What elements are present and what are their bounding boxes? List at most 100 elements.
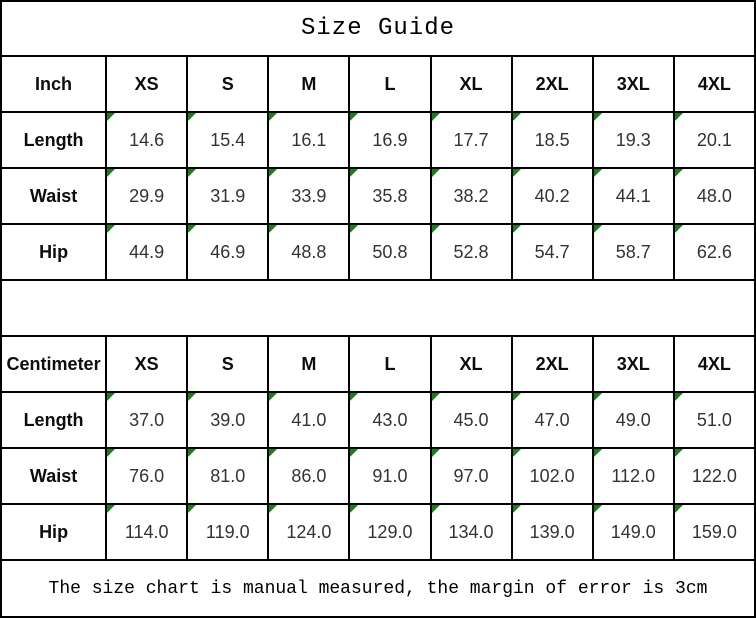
size-value-cell: 45.0 [429,391,513,449]
size-value: 62.6 [696,241,732,262]
size-value-cell: 102.0 [510,447,594,505]
size-value: 33.9 [291,185,327,206]
size-value: 39.0 [210,409,246,430]
size-value-cell: 19.3 [591,111,675,169]
inch-length-row: Length 14.6 15.4 16.1 16.9 17.7 18.5 19.… [0,111,756,169]
size-value-cell: 139.0 [510,503,594,561]
size-value: 48.0 [696,185,732,206]
size-value-cell: 33.9 [267,167,351,225]
cell-corner-marker [432,394,440,401]
size-value: 129.0 [367,521,413,542]
size-value: 122.0 [691,465,737,486]
unit-header-inch: Inch [0,55,108,113]
size-value-cell: 20.1 [672,111,756,169]
cell-corner-marker [270,394,278,401]
inch-hip-row: Hip 44.9 46.9 48.8 50.8 52.8 54.7 58.7 6… [0,223,756,281]
size-value: 76.0 [129,465,165,486]
cell-corner-marker [108,226,116,233]
size-value-cell: 44.1 [591,167,675,225]
cell-corner-marker [513,226,521,233]
size-value: 97.0 [453,465,489,486]
cell-corner-marker [675,450,683,457]
size-value: 29.9 [129,185,165,206]
size-header-3xl: 3XL [591,335,675,393]
cell-corner-marker [513,394,521,401]
cell-corner-marker [270,170,278,177]
cell-corner-marker [675,226,683,233]
row-label-length: Length [0,391,108,449]
size-value-cell: 46.9 [186,223,270,281]
size-value: 35.8 [372,185,408,206]
row-label-waist: Waist [0,167,108,225]
cell-corner-marker [675,506,683,513]
cell-corner-marker [270,114,278,121]
cell-corner-marker [432,114,440,121]
size-header-s: S [186,55,270,113]
size-value-cell: 18.5 [510,111,594,169]
cell-corner-marker [594,450,602,457]
size-value: 91.0 [372,465,408,486]
cell-corner-marker [270,450,278,457]
size-header-xl: XL [429,335,513,393]
size-value: 16.1 [291,129,327,150]
size-header-3xl: 3XL [591,55,675,113]
size-value-cell: 43.0 [348,391,432,449]
size-value-cell: 149.0 [591,503,675,561]
size-value-cell: 124.0 [267,503,351,561]
size-value: 124.0 [286,521,332,542]
size-value: 48.8 [291,241,327,262]
cell-corner-marker [108,170,116,177]
row-label-hip: Hip [0,223,108,281]
size-header-m: M [267,335,351,393]
size-value-cell: 129.0 [348,503,432,561]
size-value: 40.2 [534,185,570,206]
size-value: 52.8 [453,241,489,262]
size-value: 119.0 [205,521,250,542]
size-value: 46.9 [210,241,246,262]
size-value: 31.9 [210,185,246,206]
cell-corner-marker [108,394,116,401]
size-value-cell: 159.0 [672,503,756,561]
size-value-cell: 39.0 [186,391,270,449]
inch-header-row: Inch XS S M L XL 2XL 3XL 4XL [0,55,756,113]
size-value-cell: 54.7 [510,223,594,281]
size-value: 44.9 [129,241,165,262]
size-value-cell: 41.0 [267,391,351,449]
size-value-cell: 38.2 [429,167,513,225]
size-value: 86.0 [291,465,327,486]
size-value-cell: 29.9 [105,167,189,225]
size-value-cell: 48.0 [672,167,756,225]
cell-corner-marker [432,450,440,457]
size-value: 47.0 [534,409,570,430]
size-value: 16.9 [372,129,408,150]
cm-header-row: Centimeter XS S M L XL 2XL 3XL 4XL [0,335,756,393]
size-value-cell: 15.4 [186,111,270,169]
size-value-cell: 86.0 [267,447,351,505]
cell-corner-marker [594,506,602,513]
size-value-cell: 51.0 [672,391,756,449]
cell-corner-marker [594,114,602,121]
size-value-cell: 40.2 [510,167,594,225]
size-value: 19.3 [615,129,651,150]
size-header-2xl: 2XL [510,55,594,113]
size-header-s: S [186,335,270,393]
size-value: 43.0 [372,409,408,430]
size-value: 17.7 [453,129,489,150]
size-value-cell: 62.6 [672,223,756,281]
size-header-xs: XS [105,55,189,113]
cell-corner-marker [351,450,359,457]
size-value-cell: 122.0 [672,447,756,505]
footer-note: The size chart is manual measured, the m… [0,559,756,618]
size-value: 18.5 [534,129,570,150]
cell-corner-marker [513,450,521,457]
size-value-cell: 114.0 [105,503,189,561]
spacer-cell [0,279,756,337]
size-value: 51.0 [696,409,732,430]
size-value-cell: 48.8 [267,223,351,281]
size-value-cell: 16.9 [348,111,432,169]
spacer-row [0,279,756,337]
cell-corner-marker [432,170,440,177]
size-value: 134.0 [448,521,494,542]
row-label-length: Length [0,111,108,169]
